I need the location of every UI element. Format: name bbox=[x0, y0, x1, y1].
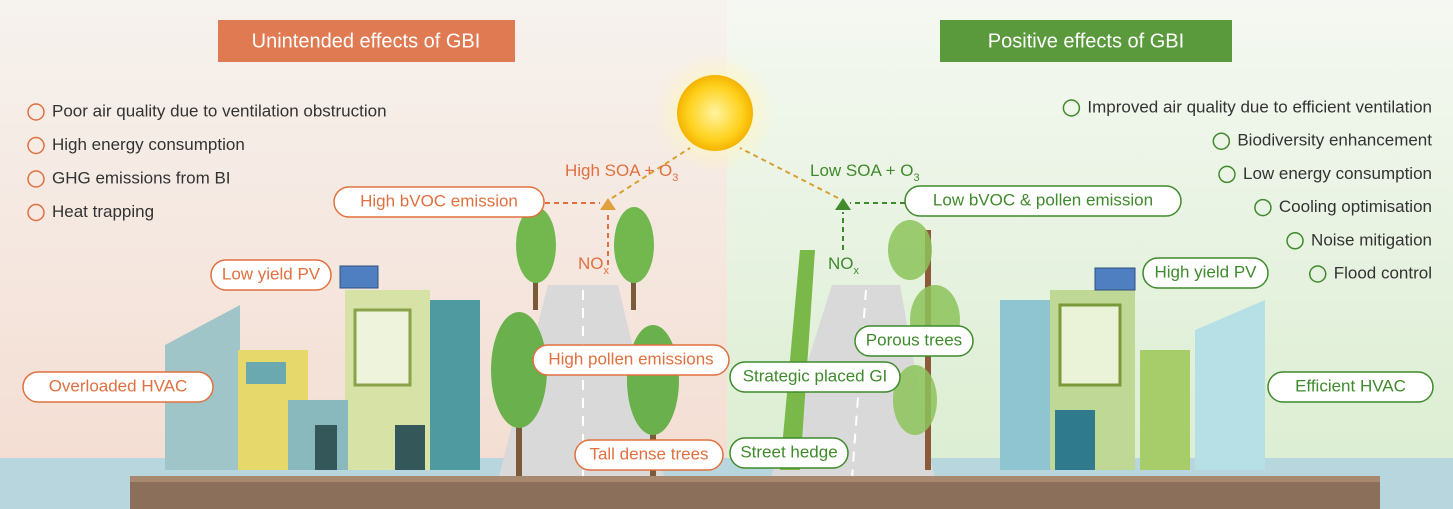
left-nox-part: x bbox=[604, 265, 610, 277]
header-left-title: Unintended effects of GBI bbox=[252, 30, 481, 52]
callout: Tall dense trees bbox=[575, 440, 723, 470]
ground bbox=[130, 476, 1380, 509]
header-right: Positive effects of GBI bbox=[940, 20, 1232, 62]
callout-label: High yield PV bbox=[1154, 262, 1257, 281]
header-left: Unintended effects of GBI bbox=[218, 20, 515, 62]
right-effect: Noise mitigation bbox=[1311, 230, 1432, 249]
callout-label: High pollen emissions bbox=[548, 349, 713, 368]
callout-label: Tall dense trees bbox=[589, 444, 708, 463]
callout: Low yield PV bbox=[211, 260, 331, 290]
sun bbox=[655, 53, 775, 173]
right-buildings-part bbox=[1055, 410, 1095, 470]
callout-label: Efficient HVAC bbox=[1295, 376, 1406, 395]
left-buildings-part bbox=[355, 310, 410, 385]
ground-part bbox=[130, 476, 1380, 482]
callout-label: Low bVOC & pollen emission bbox=[933, 190, 1153, 209]
right-reaction-part: 3 bbox=[913, 172, 919, 184]
left-buildings-part bbox=[395, 425, 425, 470]
right-buildings-part bbox=[1140, 350, 1190, 470]
left-trees-part bbox=[614, 207, 654, 283]
right-effect: Improved air quality due to efficient ve… bbox=[1087, 97, 1432, 116]
left-effect: High energy consumption bbox=[52, 135, 245, 154]
right-effect: Biodiversity enhancement bbox=[1237, 131, 1432, 150]
callout: High bVOC emission bbox=[334, 187, 544, 217]
right-nox-part: x bbox=[854, 265, 860, 277]
right-effect: Flood control bbox=[1334, 263, 1432, 282]
left-effect: GHG emissions from BI bbox=[52, 168, 231, 187]
right-trees-part bbox=[888, 220, 932, 280]
right-effect: Low energy consumption bbox=[1243, 164, 1432, 183]
callout: High pollen emissions bbox=[533, 345, 729, 375]
left-buildings-part bbox=[340, 266, 378, 288]
infographic: Unintended effects of GBI Positive effec… bbox=[0, 0, 1453, 509]
callout-label: Strategic placed GI bbox=[743, 366, 888, 385]
callout: Overloaded HVAC bbox=[23, 372, 213, 402]
left-effect: Heat trapping bbox=[52, 202, 154, 221]
left-reaction-part: High SOA + O bbox=[565, 161, 672, 180]
right-buildings-part bbox=[1195, 300, 1265, 470]
right-buildings-part bbox=[1000, 300, 1055, 470]
callout: Porous trees bbox=[855, 326, 973, 356]
right-reaction-part: Low SOA + O bbox=[810, 161, 913, 180]
left-effect: Poor air quality due to ventilation obst… bbox=[52, 101, 387, 120]
callout: Low bVOC & pollen emission bbox=[905, 186, 1181, 216]
left-nox-part: NO bbox=[578, 254, 604, 273]
right-buildings-part bbox=[1095, 268, 1135, 290]
left-trees-part bbox=[627, 325, 679, 435]
callout-label: Street hedge bbox=[740, 442, 837, 461]
left-buildings-part bbox=[315, 425, 337, 470]
left-reaction-part: 3 bbox=[672, 172, 678, 184]
right-buildings-part bbox=[1060, 305, 1120, 385]
right-effect: Cooling optimisation bbox=[1279, 197, 1432, 216]
callout-label: High bVOC emission bbox=[360, 191, 518, 210]
header-right-title: Positive effects of GBI bbox=[988, 30, 1184, 52]
right-nox-part: NO bbox=[828, 254, 854, 273]
left-buildings-part bbox=[246, 362, 286, 384]
callout: Efficient HVAC bbox=[1268, 372, 1433, 402]
callout-label: Porous trees bbox=[866, 330, 962, 349]
callout-label: Low yield PV bbox=[222, 264, 321, 283]
callout: High yield PV bbox=[1143, 258, 1268, 288]
callout: Street hedge bbox=[730, 438, 848, 468]
left-buildings-part bbox=[430, 300, 480, 470]
callout-label: Overloaded HVAC bbox=[49, 376, 188, 395]
left-trees-part bbox=[516, 207, 556, 283]
sun-part bbox=[677, 75, 753, 151]
callout: Strategic placed GI bbox=[730, 362, 900, 392]
